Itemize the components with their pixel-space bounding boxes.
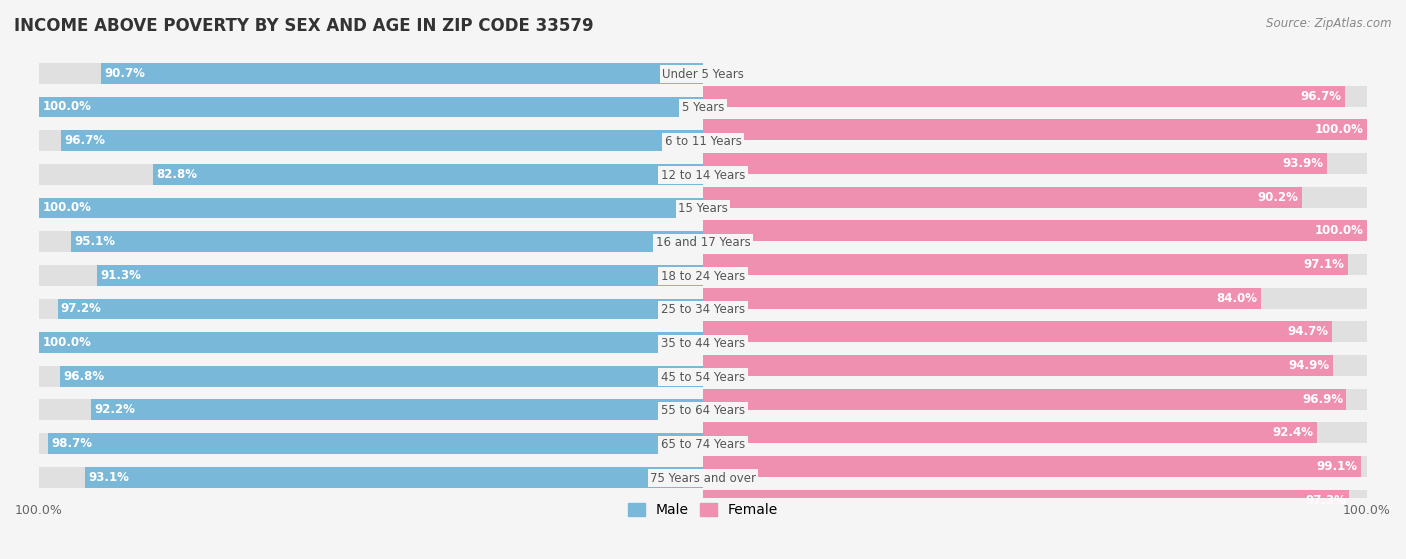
Text: 100.0%: 100.0% xyxy=(1315,124,1364,136)
Text: 100.0%: 100.0% xyxy=(42,101,91,113)
Bar xyxy=(39,97,703,117)
Bar xyxy=(84,467,703,487)
Text: 92.4%: 92.4% xyxy=(1272,427,1313,439)
Bar xyxy=(153,164,703,184)
Text: 100.0%: 100.0% xyxy=(42,336,91,349)
Bar xyxy=(39,265,703,286)
Bar xyxy=(39,366,703,387)
Text: 15 Years: 15 Years xyxy=(678,202,728,215)
Text: 97.3%: 97.3% xyxy=(1305,494,1346,506)
Text: 91.3%: 91.3% xyxy=(100,269,141,282)
Bar xyxy=(703,254,1348,275)
Text: 99.1%: 99.1% xyxy=(1317,460,1358,473)
Text: 82.8%: 82.8% xyxy=(156,168,197,181)
Bar xyxy=(39,400,703,420)
Bar xyxy=(39,63,703,84)
Bar xyxy=(703,456,1361,477)
Bar xyxy=(703,355,1367,376)
Bar xyxy=(703,490,1367,510)
Text: 75 Years and over: 75 Years and over xyxy=(650,472,756,485)
Bar xyxy=(703,120,1367,140)
Text: 94.7%: 94.7% xyxy=(1288,325,1329,338)
Bar xyxy=(703,187,1302,207)
Text: 35 to 44 Years: 35 to 44 Years xyxy=(661,337,745,350)
Text: 25 to 34 Years: 25 to 34 Years xyxy=(661,304,745,316)
Text: 93.9%: 93.9% xyxy=(1282,157,1323,170)
Bar xyxy=(703,423,1316,443)
Bar xyxy=(703,423,1367,443)
Text: 94.9%: 94.9% xyxy=(1289,359,1330,372)
Text: 96.7%: 96.7% xyxy=(1301,89,1341,103)
Bar xyxy=(39,130,703,151)
Bar xyxy=(703,254,1367,275)
Text: 97.2%: 97.2% xyxy=(60,302,101,315)
Text: 96.7%: 96.7% xyxy=(65,134,105,147)
Text: 45 to 54 Years: 45 to 54 Years xyxy=(661,371,745,384)
Bar xyxy=(703,288,1367,309)
Text: 92.2%: 92.2% xyxy=(94,404,135,416)
Bar xyxy=(703,153,1367,174)
Bar xyxy=(703,86,1367,107)
Legend: Male, Female: Male, Female xyxy=(623,498,783,523)
Bar xyxy=(703,389,1367,410)
Bar xyxy=(39,97,703,117)
Text: Under 5 Years: Under 5 Years xyxy=(662,68,744,81)
Bar xyxy=(39,299,703,319)
Bar xyxy=(39,231,703,252)
Bar xyxy=(48,433,703,454)
Bar xyxy=(703,86,1346,107)
Bar xyxy=(703,490,1350,510)
Bar xyxy=(703,220,1367,241)
Text: 100.0%: 100.0% xyxy=(42,201,91,215)
Bar xyxy=(39,332,703,353)
Text: 84.0%: 84.0% xyxy=(1216,292,1257,305)
Bar xyxy=(703,120,1367,140)
Text: 90.7%: 90.7% xyxy=(104,67,145,80)
Bar xyxy=(60,130,703,151)
Bar xyxy=(58,299,703,319)
Bar xyxy=(703,153,1326,174)
Bar xyxy=(39,197,703,219)
Text: 90.2%: 90.2% xyxy=(1258,191,1299,203)
Text: 55 to 64 Years: 55 to 64 Years xyxy=(661,404,745,418)
Bar xyxy=(703,355,1333,376)
Bar xyxy=(39,197,703,219)
Text: 16 and 17 Years: 16 and 17 Years xyxy=(655,236,751,249)
Text: 96.8%: 96.8% xyxy=(63,369,104,383)
Text: 12 to 14 Years: 12 to 14 Years xyxy=(661,169,745,182)
Text: 95.1%: 95.1% xyxy=(75,235,115,248)
Bar xyxy=(39,164,703,184)
Text: 96.9%: 96.9% xyxy=(1302,392,1343,406)
Bar xyxy=(39,332,703,353)
Text: 5 Years: 5 Years xyxy=(682,102,724,115)
Bar xyxy=(101,63,703,84)
Bar xyxy=(91,400,703,420)
Bar xyxy=(703,220,1367,241)
Bar xyxy=(39,467,703,487)
Bar xyxy=(60,366,703,387)
Bar xyxy=(703,456,1367,477)
Text: 65 to 74 Years: 65 to 74 Years xyxy=(661,438,745,451)
Bar xyxy=(703,187,1367,207)
Bar xyxy=(703,321,1367,342)
Bar xyxy=(97,265,703,286)
Bar xyxy=(703,389,1347,410)
Text: Source: ZipAtlas.com: Source: ZipAtlas.com xyxy=(1267,17,1392,30)
Text: 93.1%: 93.1% xyxy=(89,471,129,484)
Text: 18 to 24 Years: 18 to 24 Years xyxy=(661,270,745,283)
Bar xyxy=(703,288,1261,309)
Text: 100.0%: 100.0% xyxy=(1315,224,1364,238)
Text: 97.1%: 97.1% xyxy=(1303,258,1344,271)
Bar xyxy=(703,321,1331,342)
Bar xyxy=(72,231,703,252)
Bar xyxy=(39,433,703,454)
Text: 98.7%: 98.7% xyxy=(51,437,91,450)
Text: INCOME ABOVE POVERTY BY SEX AND AGE IN ZIP CODE 33579: INCOME ABOVE POVERTY BY SEX AND AGE IN Z… xyxy=(14,17,593,35)
Text: 6 to 11 Years: 6 to 11 Years xyxy=(665,135,741,148)
